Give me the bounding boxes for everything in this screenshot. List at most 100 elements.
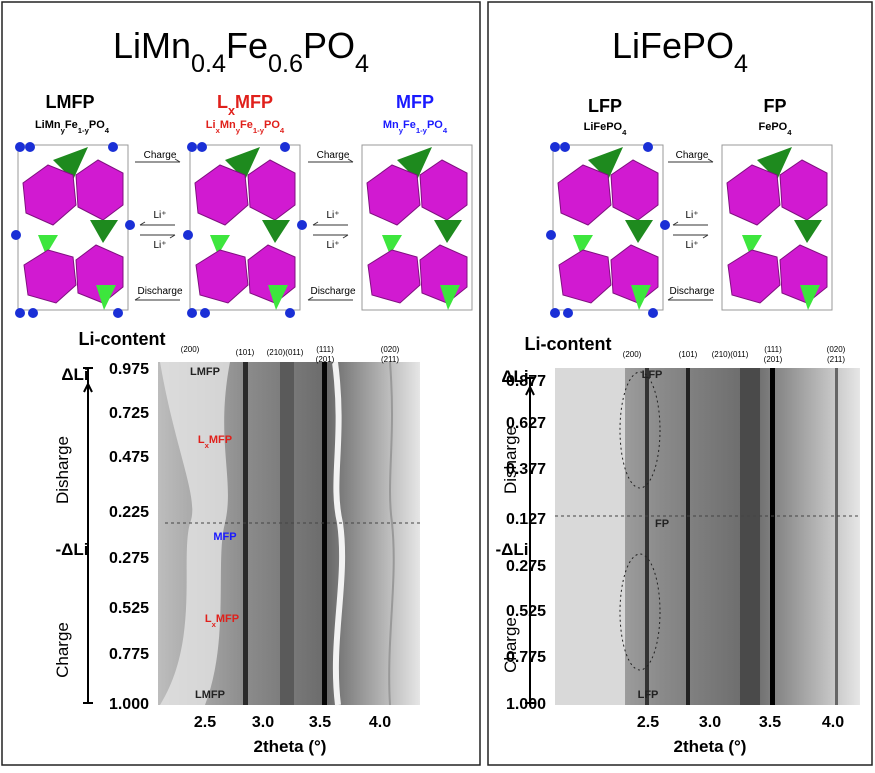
text-part: FP xyxy=(763,96,786,116)
phase-formula: LiFePO4 xyxy=(584,121,628,137)
y-tick-label: 0.725 xyxy=(109,405,149,422)
reflection-label: (020) xyxy=(827,345,846,354)
subscript: 1-y xyxy=(253,126,265,135)
reflection-label: (210)(011) xyxy=(267,348,304,357)
arrow-label: Charge xyxy=(144,150,177,161)
reflection-label: (200) xyxy=(623,350,642,359)
reflection-label: (111) xyxy=(316,345,334,354)
side-label: Disharge xyxy=(501,426,520,494)
phase-formula: FePO4 xyxy=(758,121,792,137)
axis-title: 2theta (°) xyxy=(674,737,747,756)
arrow-label: Li⁺ xyxy=(685,210,698,221)
arrow-label: Charge xyxy=(317,150,350,161)
phase-label: LMFP xyxy=(46,92,95,112)
subscript: 0.4 xyxy=(191,50,226,78)
text-part: Fe xyxy=(240,119,253,131)
arrow-label: Li⁺ xyxy=(153,240,166,251)
side-label: Disharge xyxy=(53,436,72,504)
y-tick-label: 0.975 xyxy=(109,361,149,378)
subscript: 4 xyxy=(787,128,792,137)
text-part: LiMn xyxy=(35,119,61,131)
text-part: LMFP xyxy=(195,689,225,701)
text-part: Fe xyxy=(403,119,416,131)
phase-label: LFP xyxy=(588,96,622,116)
peak-line xyxy=(686,368,690,705)
peak-line xyxy=(770,368,775,705)
annotation: LMFP xyxy=(190,366,220,378)
reflection-label: (020) xyxy=(381,345,400,354)
text-part: MFP xyxy=(209,434,232,446)
text-part: LiFePO xyxy=(584,121,623,133)
arrow-label: Li⁺ xyxy=(326,210,339,221)
reflection-label: (211) xyxy=(381,355,399,364)
peak-line xyxy=(835,368,838,705)
text-part: PO xyxy=(427,119,443,131)
x-tick-label: 3.5 xyxy=(309,714,331,731)
side-label: ΔLi xyxy=(501,367,528,386)
arrow-label: Discharge xyxy=(669,286,714,297)
text-part: LFP xyxy=(588,96,622,116)
peak-line xyxy=(322,362,327,705)
crystal-structure xyxy=(553,145,663,310)
figure: LiMn0.4Fe0.6PO4 LiFePO4 LMFP LiMnyFe1-yP… xyxy=(0,0,875,768)
text-part: Mn xyxy=(220,119,236,131)
arrow-label: Li⁺ xyxy=(685,240,698,251)
reflection-label: (101) xyxy=(679,350,698,359)
axis-title: Li-content xyxy=(525,334,612,354)
reflection-label: (201) xyxy=(764,355,783,364)
text-part: Mn xyxy=(383,119,399,131)
text-part: Fe xyxy=(65,119,78,131)
subscript: 4 xyxy=(622,128,627,137)
reflection-label: (111) xyxy=(764,345,782,354)
text-part: MFP xyxy=(396,92,434,112)
subscript: 0.6 xyxy=(268,50,303,78)
axis-title: Li-content xyxy=(79,329,166,349)
text-part: MFP xyxy=(213,531,236,543)
text-part: MFP xyxy=(216,613,239,625)
y-tick-label: 1.000 xyxy=(109,696,149,713)
y-tick-label: 0.225 xyxy=(109,504,149,521)
x-tick-label: 2.5 xyxy=(194,714,216,731)
subscript: 4 xyxy=(355,50,369,78)
text-part: LFP xyxy=(638,689,659,701)
panel-title: LiFePO4 xyxy=(612,25,748,78)
y-tick-label: 0.775 xyxy=(109,646,149,663)
crystal-structure xyxy=(722,145,832,310)
text-part: MFP xyxy=(235,92,273,112)
arrow-label: Li⁺ xyxy=(153,210,166,221)
phase-label: LxMFP xyxy=(217,92,273,118)
reaction-arrows xyxy=(135,159,180,300)
subscript: 1-y xyxy=(416,126,428,135)
annotation: LMFP xyxy=(195,689,225,701)
y-tick-label: 0.275 xyxy=(506,558,546,575)
text-part: LMFP xyxy=(46,92,95,112)
peak-line xyxy=(645,368,649,705)
side-label: Charge xyxy=(501,617,520,673)
subscript: 4 xyxy=(443,126,448,135)
reaction-arrows xyxy=(668,159,713,300)
crystal-structure xyxy=(190,145,300,310)
subscript: 4 xyxy=(734,50,748,78)
text-part: LFP xyxy=(642,369,663,381)
text-part: LiFePO xyxy=(612,25,734,66)
x-tick-label: 3.0 xyxy=(699,714,721,731)
text-part: FePO xyxy=(758,121,787,133)
y-tick-label: 1.000 xyxy=(506,696,546,713)
text-part: LMFP xyxy=(190,366,220,378)
phase-formula: MnyFe1-yPO4 xyxy=(383,119,448,135)
subscript: 1-y xyxy=(78,126,90,135)
subscript: x xyxy=(228,104,235,118)
x-tick-label: 4.0 xyxy=(822,714,844,731)
side-label: -ΔLi xyxy=(496,540,529,559)
text-part: PO xyxy=(89,119,105,131)
text-part: LiMn xyxy=(113,25,191,66)
reflection-label: (200) xyxy=(181,345,200,354)
phase-formula: LixMnyFe1-yPO4 xyxy=(206,119,285,135)
side-label: -ΔLi xyxy=(56,540,89,559)
annotation: LFP xyxy=(642,369,663,381)
arrow-label: Charge xyxy=(676,150,709,161)
phase-label: FP xyxy=(763,96,786,116)
peak-line xyxy=(280,362,294,705)
side-label: ΔLi xyxy=(61,365,88,384)
reflection-label: (211) xyxy=(827,355,845,364)
